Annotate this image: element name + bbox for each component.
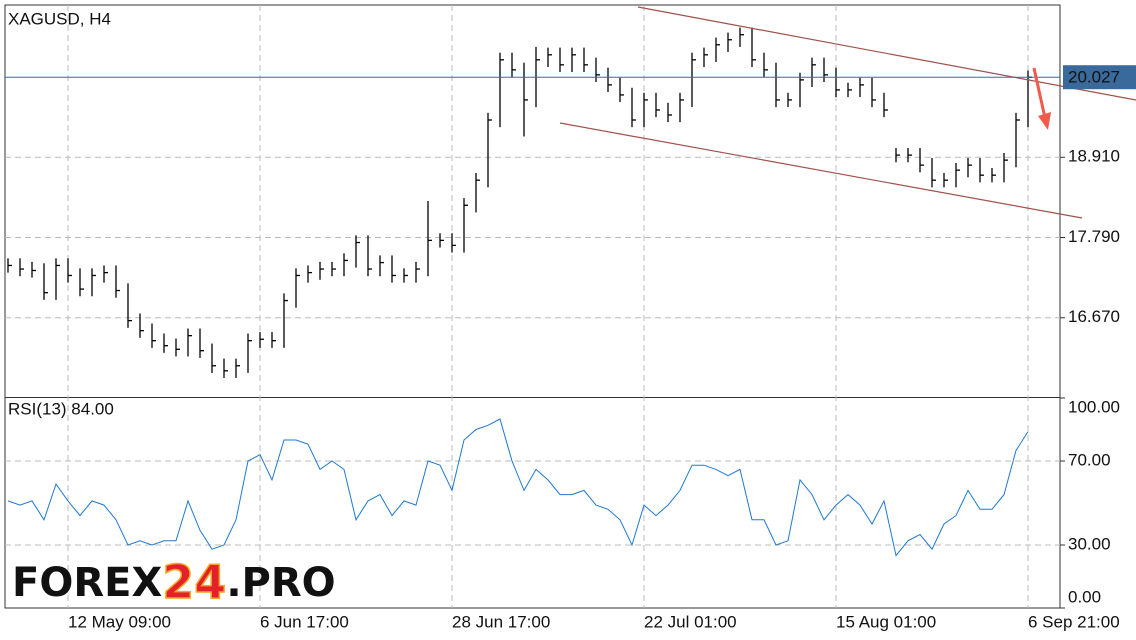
x-tick-label: 22 Jul 01:00 xyxy=(644,612,737,631)
rsi-line xyxy=(7,418,1029,557)
y-tick-label: 0.00 xyxy=(1068,587,1101,606)
brand-part: FOREX xyxy=(12,560,162,606)
current-price-box xyxy=(1063,65,1136,90)
channel-lower xyxy=(559,122,1083,219)
plot-frame xyxy=(4,4,1061,609)
x-tick-label: 28 Jun 17:00 xyxy=(452,612,550,631)
y-tick-label: 30.00 xyxy=(1068,534,1111,553)
watermark: FOREX24.PRO xyxy=(12,555,336,609)
x-tick-label: 6 Sep 21:00 xyxy=(1028,612,1120,631)
y-tick-label: 18.910 xyxy=(1068,147,1120,166)
y-tick-label: 100.00 xyxy=(1068,397,1120,416)
arrow xyxy=(1032,67,1051,130)
y-tick-label: 17.790 xyxy=(1068,227,1120,246)
current-price-label: 20.027 xyxy=(1068,68,1120,87)
y-tick-label: 16.670 xyxy=(1068,307,1120,326)
brand-part: 24 xyxy=(162,555,226,609)
chart-title: XAGUSD, H4 xyxy=(8,9,111,28)
x-tick-label: 12 May 09:00 xyxy=(68,612,171,631)
rsi-title: RSI(13) 84.00 xyxy=(8,399,114,418)
grid xyxy=(5,5,1065,609)
y-tick-label: 70.00 xyxy=(1068,450,1111,469)
marks xyxy=(5,27,1060,557)
x-tick-label: 15 Aug 01:00 xyxy=(836,612,936,631)
x-tick-label: 6 Jun 17:00 xyxy=(260,612,349,631)
brand-part: .PRO xyxy=(226,560,335,606)
channel-upper xyxy=(637,6,1136,101)
